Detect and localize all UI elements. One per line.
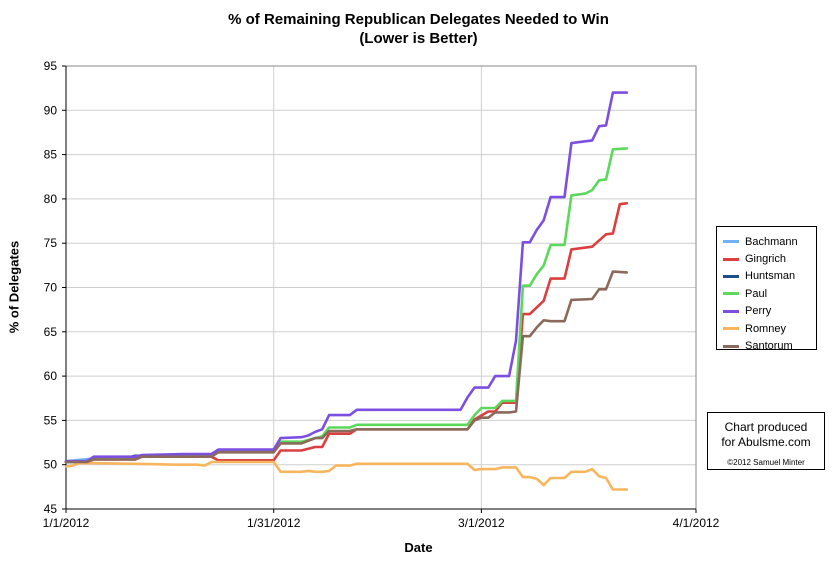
legend-swatch (723, 292, 739, 296)
y-tick-label: 45 (44, 502, 58, 516)
chart-subtitle: (Lower is Better) (359, 30, 478, 47)
series-line-perry (64, 91, 629, 463)
credit-line-2: for Abulsme.com (721, 435, 811, 449)
legend-swatch (723, 309, 739, 313)
legend-item: Perry (717, 303, 816, 320)
legend-label: Romney (745, 322, 786, 335)
legend-label: Perry (745, 305, 772, 318)
legend-item: Santorum (717, 337, 816, 354)
legend-item: Paul (717, 285, 816, 302)
series-line-gingrich (64, 202, 629, 464)
series-line-romney (64, 460, 629, 491)
credit-line-1: Chart produced (724, 420, 808, 434)
legend-item: Bachmann (717, 233, 816, 250)
legend-swatch (723, 240, 739, 244)
legend-label: Santorum (745, 340, 793, 353)
legend: Bachmann Gingrich Huntsman Paul Perry Ro… (716, 226, 817, 352)
y-tick-label: 85 (44, 148, 58, 162)
x-tick-label: 1/1/2012 (43, 516, 90, 530)
y-tick-label: 60 (44, 369, 58, 383)
legend-label: Huntsman (745, 270, 796, 283)
series-line-santorum (64, 270, 629, 464)
x-axis-title: Date (404, 540, 433, 555)
credit-box: Chart produced for Abulsme.com ©2012 Sam… (707, 412, 825, 470)
y-tick-label: 50 (44, 458, 58, 472)
y-tick-label: 95 (44, 59, 58, 73)
legend-swatch (723, 257, 739, 261)
y-tick-label: 90 (44, 103, 58, 117)
chart-title: % of Remaining Republican Delegates Need… (228, 11, 609, 28)
legend-swatch (723, 327, 739, 331)
y-tick-label: 70 (44, 281, 58, 295)
legend-label: Gingrich (745, 253, 786, 266)
legend-item: Romney (717, 320, 816, 337)
y-tick-label: 55 (44, 413, 58, 427)
x-tick-label: 1/31/2012 (247, 516, 301, 530)
credit-line-3: ©2012 Samuel Minter (727, 458, 805, 467)
legend-label: Paul (745, 287, 768, 300)
y-axis-title: % of Delegates (6, 240, 22, 334)
x-tick-label: 4/1/2012 (673, 516, 720, 530)
legend-item: Huntsman (717, 268, 816, 285)
y-tick-label: 75 (44, 236, 58, 250)
legend-swatch (723, 344, 739, 348)
x-tick-label: 3/1/2012 (458, 516, 505, 530)
legend-swatch (723, 274, 739, 278)
legend-label: Bachmann (745, 235, 798, 248)
y-tick-label: 65 (44, 325, 58, 339)
y-tick-label: 80 (44, 192, 58, 206)
legend-item: Gingrich (717, 250, 816, 267)
